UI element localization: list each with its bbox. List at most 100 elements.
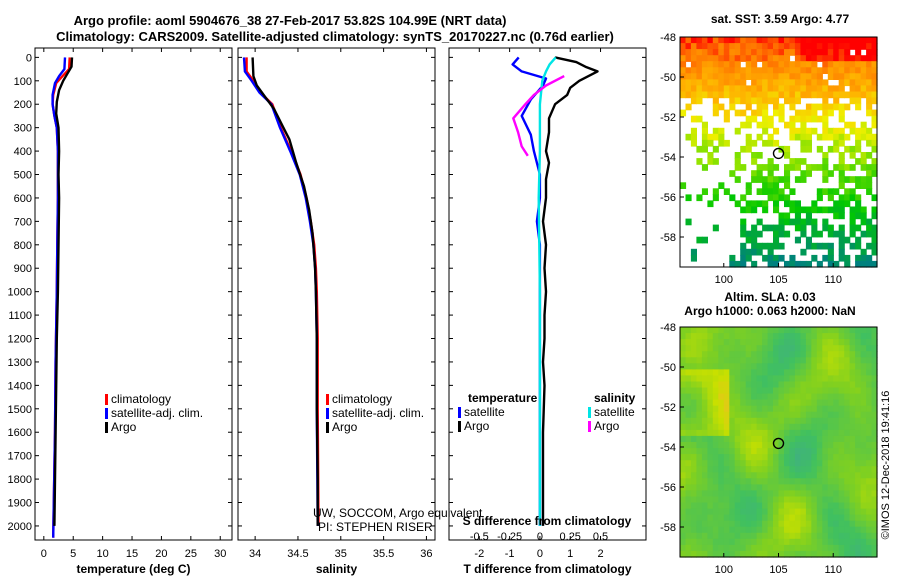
map-cell: [701, 327, 708, 334]
map-cell: [866, 454, 873, 461]
map-cell: [701, 79, 708, 87]
map-cell: [778, 490, 785, 498]
map-cell: [849, 145, 856, 153]
map-cell: [816, 393, 823, 401]
map-cell: [789, 405, 796, 413]
map-cell: [707, 514, 714, 522]
map-cell: [740, 55, 747, 62]
map-cell: [751, 387, 758, 395]
map-cell: [838, 176, 845, 183]
map-cell: [822, 423, 829, 431]
map-cell: [860, 466, 867, 473]
y-tick-label: -54: [660, 442, 676, 454]
map-cell: [778, 429, 785, 437]
map-cell: [696, 423, 703, 431]
map-cell: [838, 502, 845, 510]
map-cell: [833, 127, 840, 135]
map-cell: [816, 411, 823, 419]
map-cell: [701, 369, 708, 377]
map-cell: [696, 411, 703, 419]
map-cell: [789, 49, 796, 56]
map-cell: [838, 115, 845, 123]
map-cell: [707, 139, 714, 147]
map-cell: [871, 532, 878, 540]
map-cell: [690, 254, 697, 262]
map-cell: [811, 339, 818, 346]
map-cell: [800, 43, 807, 50]
map-cell: [690, 460, 697, 467]
map-cell: [855, 200, 862, 208]
map-cell: [756, 381, 763, 389]
map-cell: [816, 357, 823, 364]
map-cell: [778, 526, 785, 534]
map-cell: [794, 532, 801, 540]
map-cell: [860, 152, 867, 159]
map-cell: [756, 218, 763, 226]
map-cell: [855, 375, 862, 383]
map-cell: [718, 526, 725, 534]
map-cell: [838, 484, 845, 492]
map-cell: [751, 435, 758, 443]
map-cell: [844, 73, 851, 80]
map-cell: [822, 79, 829, 87]
map-cell: [756, 502, 763, 510]
map-cell: [860, 502, 867, 510]
map-cell: [844, 550, 851, 558]
map-cell: [811, 448, 818, 455]
map-cell: [833, 508, 840, 516]
map-cell: [718, 514, 725, 522]
map-cell: [696, 526, 703, 534]
map-cell: [773, 67, 780, 74]
map-cell: [756, 357, 763, 364]
map-cell: [767, 49, 774, 56]
map-cell: [751, 532, 758, 540]
map-cell: [822, 369, 829, 377]
map-cell: [778, 393, 785, 401]
map-cell: [767, 544, 774, 552]
map-cell: [866, 61, 873, 68]
map-cell: [680, 466, 687, 473]
map-cell: [680, 182, 687, 189]
map-cell: [855, 224, 862, 232]
map-cell: [784, 375, 791, 383]
map-cell: [860, 121, 867, 129]
x-tick-label: 5: [70, 548, 76, 560]
map-cell: [805, 103, 812, 111]
map-cell: [833, 544, 840, 552]
map-cell: [690, 381, 697, 389]
map-cell: [740, 351, 747, 358]
map-cell: [778, 411, 785, 419]
map-cell: [866, 429, 873, 437]
map-cell: [822, 520, 829, 528]
map-cell: [860, 405, 867, 413]
map-cell: [844, 260, 851, 268]
map-cell: [762, 254, 769, 262]
map-cell: [729, 55, 736, 62]
map-cell: [844, 417, 851, 425]
map-cell: [816, 460, 823, 467]
temperature-panel: 0100200300400500600700800900100011001200…: [8, 47, 233, 576]
map-cell: [827, 423, 834, 431]
map-cell: [767, 164, 774, 171]
map-cell: [773, 393, 780, 401]
map-cell: [866, 357, 873, 364]
map-cell: [685, 514, 692, 522]
map-cell: [680, 460, 687, 467]
map-cell: [866, 133, 873, 141]
map-cell: [767, 158, 774, 165]
map-cell: [816, 194, 823, 202]
map-cell: [685, 381, 692, 389]
map-cell: [805, 109, 812, 117]
map-cell: [871, 61, 878, 68]
map-cell: [866, 417, 873, 425]
map-cell: [789, 91, 796, 99]
map-cell: [871, 224, 878, 232]
map-cell: [734, 357, 741, 364]
map-cell: [767, 121, 774, 129]
map-cell: [789, 532, 796, 540]
map-cell: [734, 97, 741, 105]
map-cell: [701, 85, 708, 93]
map-cell: [805, 164, 812, 171]
map-cell: [800, 393, 807, 401]
map-cell: [784, 351, 791, 358]
